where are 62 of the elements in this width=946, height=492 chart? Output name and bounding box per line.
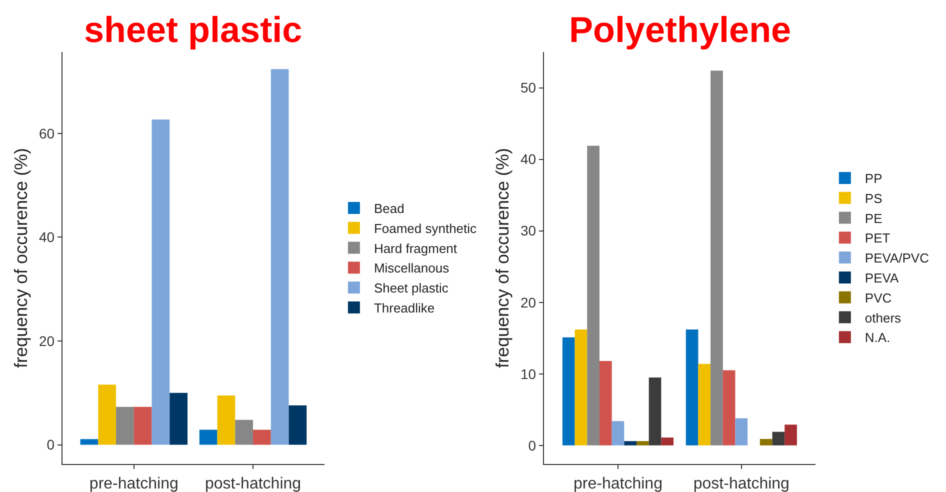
legend-label: Sheet plastic bbox=[374, 280, 449, 296]
legend-label: PVC bbox=[864, 290, 892, 306]
bar bbox=[270, 69, 289, 445]
x-tick-label: pre-hatching bbox=[89, 475, 178, 492]
x-tick-label: pre-hatching bbox=[574, 475, 662, 492]
bar bbox=[134, 406, 152, 445]
bar bbox=[710, 70, 723, 446]
bar bbox=[784, 424, 797, 446]
chart-title: Polyethylene bbox=[569, 9, 792, 50]
bar bbox=[152, 119, 170, 445]
legend-label: PP bbox=[864, 171, 882, 186]
y-tick-label: 0 bbox=[528, 437, 536, 454]
legend-label: PEVA bbox=[864, 270, 899, 286]
bar bbox=[235, 420, 254, 445]
bar bbox=[80, 439, 98, 445]
y-tick-label: 0 bbox=[46, 436, 55, 453]
bar bbox=[199, 430, 218, 445]
legend-label: PEVA/PVC bbox=[864, 250, 929, 266]
bar bbox=[288, 405, 307, 445]
y-tick-label: 10 bbox=[520, 366, 536, 382]
legend-label: PET bbox=[864, 230, 890, 246]
x-tick-label: post-hatching bbox=[693, 475, 790, 492]
bar bbox=[735, 418, 748, 446]
legend-label: Foamed synthetic bbox=[374, 220, 478, 236]
x-tick-label: post-hatching bbox=[204, 475, 302, 492]
bar bbox=[661, 438, 674, 446]
bar bbox=[722, 370, 736, 446]
bar bbox=[170, 392, 188, 445]
chart-title: sheet plastic bbox=[84, 9, 302, 50]
legend-label: Threadlike bbox=[374, 300, 435, 316]
legend-label: Hard fragment bbox=[374, 240, 458, 256]
y-tick-label: 20 bbox=[520, 294, 536, 310]
y-tick-label: 60 bbox=[38, 125, 55, 142]
legend-label: Miscellanous bbox=[374, 260, 450, 276]
bar bbox=[636, 441, 649, 446]
y-tick-label: 40 bbox=[38, 229, 55, 246]
bar bbox=[612, 421, 624, 446]
y-axis-title: frequency of occurence (%) bbox=[492, 148, 513, 368]
y-tick-label: 40 bbox=[520, 151, 536, 168]
bar bbox=[253, 430, 271, 445]
y-tick-label: 20 bbox=[38, 332, 55, 349]
y-axis-title: frequency of occurence (%) bbox=[11, 148, 32, 368]
legend-label: others bbox=[864, 310, 902, 326]
bar bbox=[698, 364, 711, 446]
legend-label: Bead bbox=[374, 201, 404, 216]
legend-label: PE bbox=[864, 210, 883, 226]
bar bbox=[562, 337, 575, 446]
bar bbox=[98, 384, 116, 445]
bar bbox=[686, 330, 698, 446]
bar bbox=[116, 406, 134, 445]
bar bbox=[772, 432, 785, 446]
legend-label: PS bbox=[864, 190, 883, 206]
y-tick-label: 50 bbox=[520, 80, 536, 96]
bar bbox=[217, 396, 236, 445]
bar bbox=[574, 330, 588, 446]
bar bbox=[624, 441, 637, 446]
bar bbox=[648, 377, 662, 446]
bar bbox=[587, 146, 600, 446]
bar bbox=[599, 361, 612, 446]
bar bbox=[760, 438, 772, 446]
legend-label: N.A. bbox=[864, 330, 890, 346]
y-tick-label: 30 bbox=[520, 222, 536, 239]
